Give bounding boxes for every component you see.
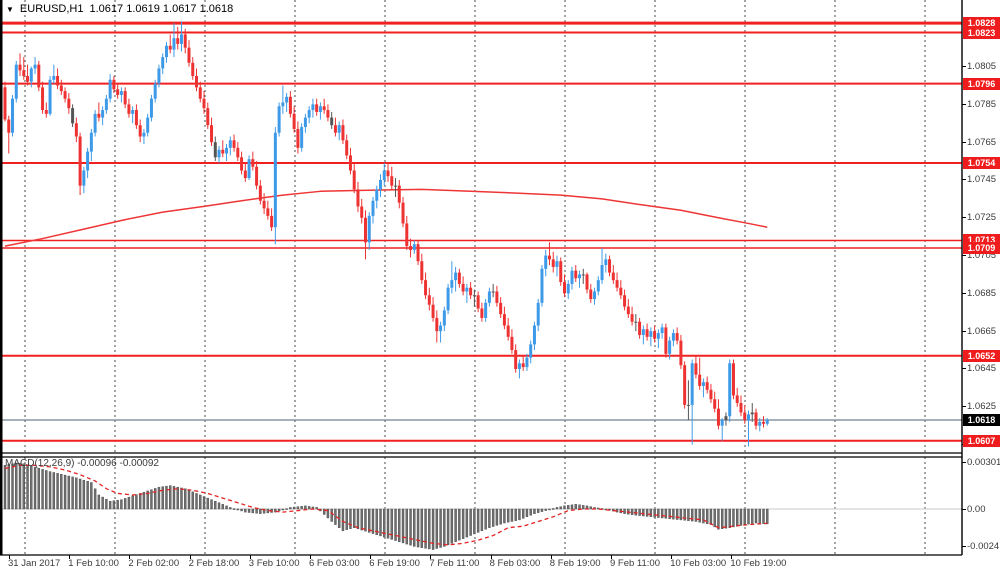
time-tick xyxy=(490,555,492,559)
time-axis-label: 8 Feb 03:00 xyxy=(489,558,541,569)
price-tick xyxy=(962,292,966,294)
chart-frame xyxy=(0,0,963,556)
time-tick xyxy=(550,555,552,559)
time-tick xyxy=(310,555,311,559)
macd-values: -0.00096 -0.00092 xyxy=(77,458,159,469)
symbol-timeframe-label: EURUSD,H1 xyxy=(19,3,84,15)
time-tick xyxy=(370,555,372,559)
time-axis-label: 10 Feb 19:00 xyxy=(730,558,787,569)
time-tick xyxy=(9,555,10,559)
price-tick xyxy=(962,368,966,370)
price-axis-label: 1.0645 xyxy=(967,363,997,375)
sr-price-label: 1.0607 xyxy=(963,434,1000,447)
sr-price-label: 1.0754 xyxy=(963,156,1000,169)
price-tick xyxy=(962,103,966,105)
ohlc-info-bar: ▼ EURUSD,H1 1.0617 1.0619 1.0617 1.0618 xyxy=(6,3,233,15)
macd-axis-label: 0.00301 xyxy=(967,456,1000,468)
macd-histogram xyxy=(3,462,769,550)
price-tick xyxy=(962,141,966,143)
time-tick xyxy=(249,555,251,559)
price-axis-label: 1.0625 xyxy=(967,401,997,413)
time-axis-label: 8 Feb 19:00 xyxy=(549,558,601,569)
sr-price-label: 1.0652 xyxy=(963,349,1000,362)
price-tick xyxy=(962,66,966,68)
ohlc-values: 1.0617 1.0619 1.0617 1.0618 xyxy=(89,3,234,15)
time-tick xyxy=(430,555,432,559)
price-axis-label: 1.0745 xyxy=(967,174,997,186)
macd-axis-label: 0.00 xyxy=(967,503,986,515)
time-axis-label: 6 Feb 19:00 xyxy=(369,558,420,569)
price-axis-label: 1.0785 xyxy=(967,98,997,110)
moving-average-line xyxy=(4,188,768,247)
price-axis-label: 1.0665 xyxy=(967,325,997,337)
price-axis-label: 1.0685 xyxy=(967,287,997,299)
bid-price-label: 1.0618 xyxy=(963,414,1000,426)
macd-axis-label: -0.0024 xyxy=(967,540,1000,552)
price-tick xyxy=(962,217,966,219)
time-tick xyxy=(129,555,131,559)
time-axis-label: 1 Feb 10:00 xyxy=(68,558,119,569)
time-tick xyxy=(731,555,733,559)
price-tick xyxy=(962,255,966,257)
time-axis-label: 2 Feb 02:00 xyxy=(128,558,180,569)
price-axis-label: 1.0765 xyxy=(967,136,997,148)
macd-signal-line xyxy=(4,464,768,546)
price-axis-label: 1.0725 xyxy=(967,212,997,224)
macd-tick xyxy=(962,508,966,510)
time-tick xyxy=(189,555,191,559)
time-tick xyxy=(611,555,612,559)
time-axis-label: 6 Feb 03:00 xyxy=(309,558,360,569)
time-axis-label: 3 Feb 10:00 xyxy=(248,558,300,569)
support-resistance-lines[interactable] xyxy=(2,21,962,442)
macd-name: MACD(12,26,9) xyxy=(5,458,75,469)
price-tick xyxy=(962,406,966,408)
time-axis-label: 31 Jan 2017 xyxy=(8,558,61,569)
time-axis-label: 9 Feb 11:00 xyxy=(610,558,661,569)
price-axis-label: 1.0705 xyxy=(967,250,997,262)
day-separator-gridlines xyxy=(24,0,926,555)
macd-tick xyxy=(962,461,966,463)
sr-price-label: 1.0709 xyxy=(963,242,1000,254)
sr-price-label: 1.0828 xyxy=(963,17,1000,30)
time-tick xyxy=(671,555,673,559)
time-axis-label: 7 Feb 11:00 xyxy=(429,558,480,569)
price-axis-label: 1.0805 xyxy=(967,61,997,73)
sr-price-label: 1.0796 xyxy=(963,77,1000,90)
macd-indicator-label: MACD(12,26,9) -0.00096 -0.00092 xyxy=(5,458,159,469)
time-axis-label: 10 Feb 03:00 xyxy=(670,558,727,569)
sr-price-label: 1.0823 xyxy=(963,26,1000,39)
price-tick xyxy=(962,179,966,181)
time-axis-label: 2 Feb 18:00 xyxy=(188,558,240,569)
candlestick-series xyxy=(3,21,769,447)
price-tick xyxy=(962,330,966,332)
symbol-collapse-icon[interactable]: ▼ xyxy=(6,4,14,14)
macd-tick xyxy=(962,545,966,547)
time-tick xyxy=(69,555,71,559)
